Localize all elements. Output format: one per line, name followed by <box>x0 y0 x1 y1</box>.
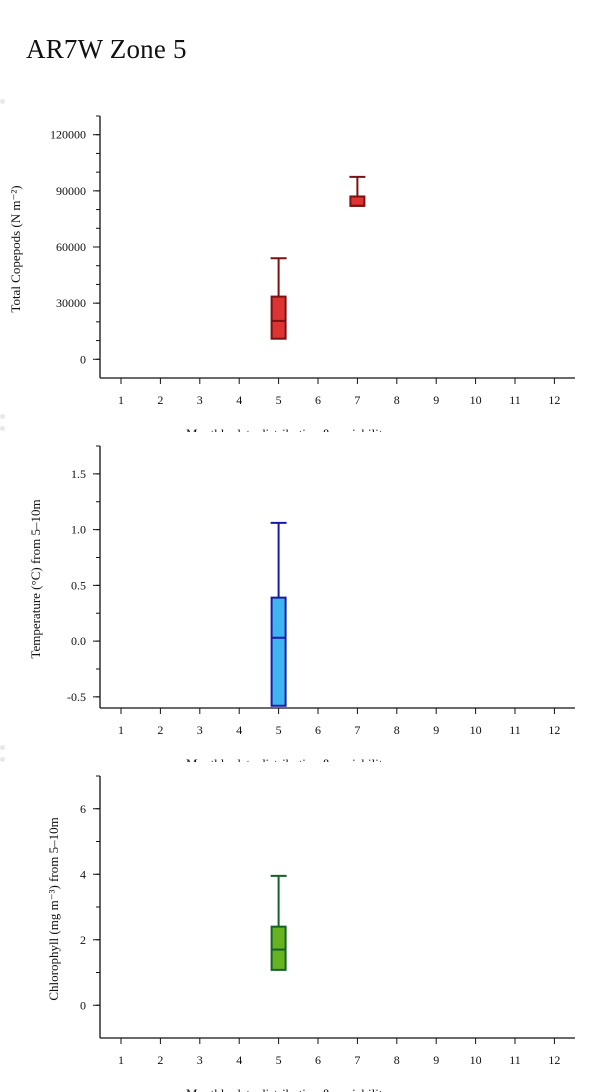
x-axis-label: Monthly data distribution & variability <box>186 1086 389 1092</box>
box-month-7 <box>349 175 366 207</box>
x-tick-label: 2 <box>157 1053 163 1067</box>
x-tick-label: 5 <box>276 393 282 407</box>
x-tick-label: 11 <box>509 1053 521 1067</box>
x-tick-label: 6 <box>315 1053 321 1067</box>
y-tick-label: 90000 <box>56 184 86 198</box>
x-tick-label: 10 <box>470 393 482 407</box>
x-tick-label: 11 <box>509 393 521 407</box>
x-axis-label: Monthly data distribution & variability <box>186 426 389 432</box>
y-tick-label: 1.0 <box>71 523 86 537</box>
x-tick-label: 3 <box>197 393 203 407</box>
page-title: AR7W Zone 5 <box>26 34 187 64</box>
x-tick-label: 9 <box>433 1053 439 1067</box>
x-tick-label: 11 <box>509 723 521 737</box>
x-tick-label: 7 <box>354 1053 360 1067</box>
iqr-box <box>270 596 287 707</box>
x-tick-label: 8 <box>394 1053 400 1067</box>
x-tick-label: 4 <box>236 393 242 407</box>
y-tick-label: 0 <box>80 998 86 1012</box>
y-tick-label: 4 <box>80 867 86 881</box>
x-tick-label: 1 <box>118 1053 124 1067</box>
x-tick-label: 1 <box>118 393 124 407</box>
x-tick-label: 6 <box>315 723 321 737</box>
iqr-box <box>270 295 287 340</box>
x-tick-label: 3 <box>197 723 203 737</box>
y-tick-label: 1.5 <box>71 467 86 481</box>
x-tick-label: 7 <box>354 723 360 737</box>
y-tick-label: -0.5 <box>67 690 86 704</box>
x-tick-label: 3 <box>197 1053 203 1067</box>
edge-dot <box>0 414 5 419</box>
x-tick-label: 10 <box>470 1053 482 1067</box>
x-tick-label: 4 <box>236 723 242 737</box>
edge-dot <box>0 426 5 431</box>
y-axis-label: Temperature (°C) from 5–10m <box>28 499 43 658</box>
x-axis-label: Monthly data distribution & variability <box>186 756 389 762</box>
x-tick-label: 12 <box>548 393 560 407</box>
x-tick-label: 12 <box>548 1053 560 1067</box>
copepods-chart-panel: 0 30000 60000 90000 120000 1 2 3 4 5 6 7 8 9 10 11 12 Tot… <box>0 112 600 432</box>
y-axis-label: Total Copepods (N m⁻²) <box>8 185 23 312</box>
chlorophyll-chart-panel: 0 2 4 6 1 2 3 4 5 6 7 8 9 10 11 12 Chlorophyll (mg m⁻³) … <box>0 772 600 1092</box>
y-tick-label: 30000 <box>56 296 86 310</box>
box-month-5 <box>270 521 287 707</box>
x-tick-label: 8 <box>394 393 400 407</box>
y-tick-label: 0.5 <box>71 578 86 592</box>
edge-dot <box>0 745 5 750</box>
edge-dot <box>0 99 5 104</box>
x-tick-label: 2 <box>157 723 163 737</box>
x-tick-label: 1 <box>118 723 124 737</box>
boxplot-chart: -0.50.00.51.01.51 2 3 4 5 6 7 8 9 10 11 12Temperatu… <box>28 445 575 762</box>
y-tick-label: 0.0 <box>71 634 86 648</box>
y-tick-label: 120000 <box>50 128 86 142</box>
x-tick-label: 8 <box>394 723 400 737</box>
iqr-box <box>349 195 366 207</box>
x-tick-label: 6 <box>315 393 321 407</box>
y-tick-label: 2 <box>80 933 86 947</box>
x-tick-label: 9 <box>433 393 439 407</box>
box-month-5 <box>270 257 287 340</box>
x-tick-label: 9 <box>433 723 439 737</box>
y-axis-label: Chlorophyll (mg m⁻³) from 5–10m <box>46 817 61 1000</box>
iqr-box <box>270 925 287 971</box>
x-tick-label: 10 <box>470 723 482 737</box>
x-tick-label: 12 <box>548 723 560 737</box>
temperature-chart-panel: -0.5 0.0 0.5 1.0 1.5 1 2 3 4 5 6 7 8 9 10 11 12 Temperatu… <box>0 442 600 762</box>
x-tick-label: 4 <box>236 1053 242 1067</box>
y-tick-label: 0 <box>80 352 86 366</box>
x-tick-label: 5 <box>276 723 282 737</box>
x-tick-label: 5 <box>276 1053 282 1067</box>
y-tick-label: 60000 <box>56 240 86 254</box>
edge-dot <box>0 757 5 762</box>
box-month-5 <box>270 874 287 971</box>
x-tick-label: 7 <box>354 393 360 407</box>
x-tick-label: 2 <box>157 393 163 407</box>
y-tick-label: 6 <box>80 802 86 816</box>
